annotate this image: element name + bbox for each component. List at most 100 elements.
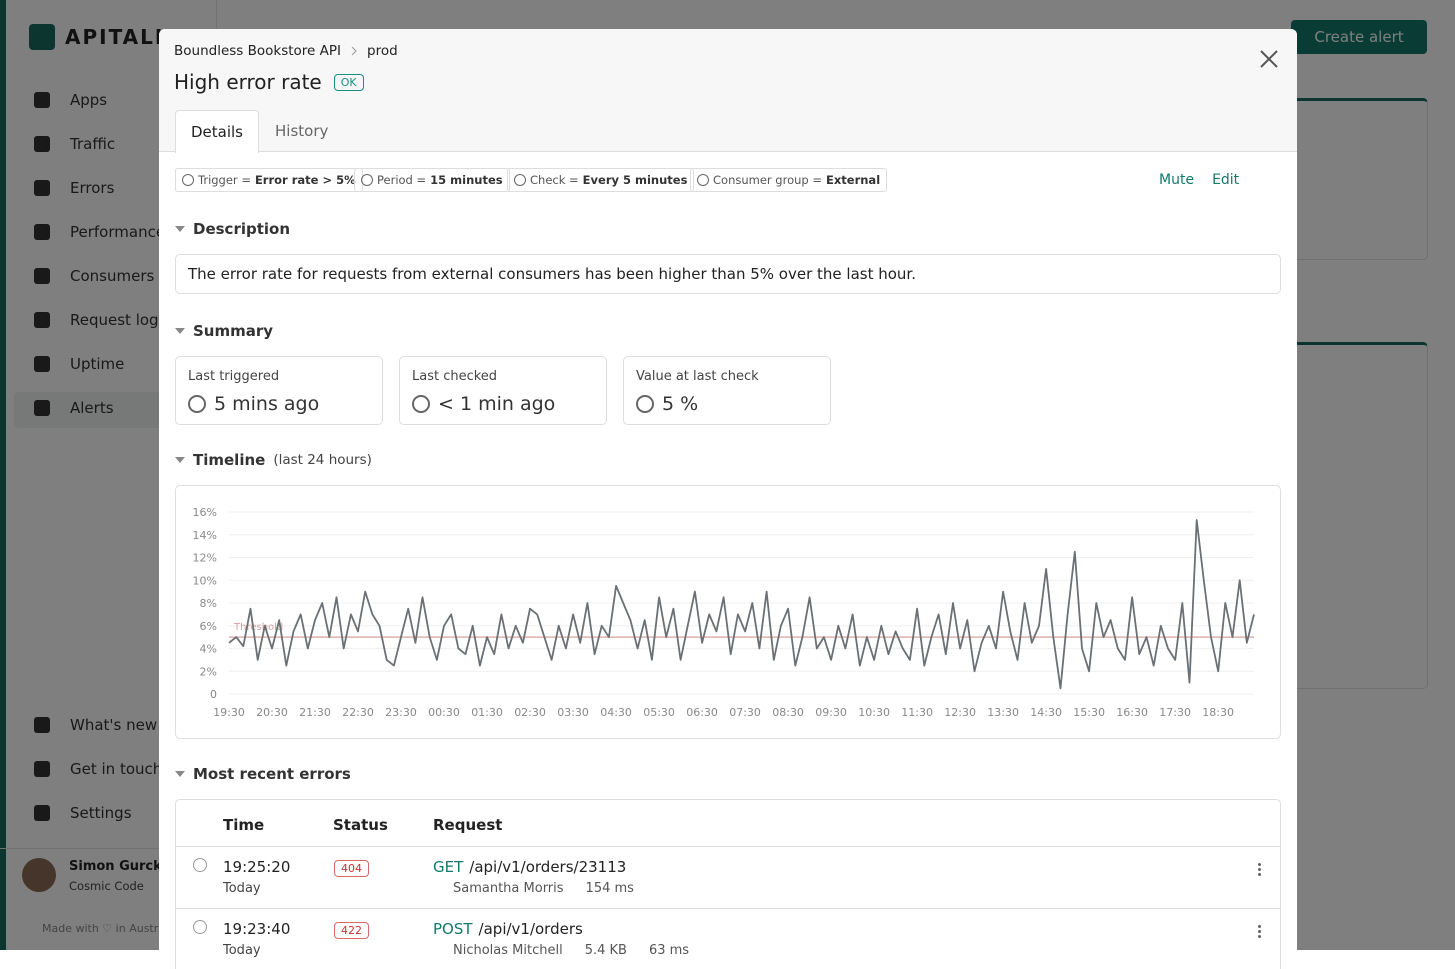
error-time: 19:23:40 xyxy=(223,920,291,938)
tab[interactable]: History xyxy=(275,122,329,140)
table-header: Request xyxy=(433,816,503,834)
section-heading[interactable]: Summary xyxy=(175,322,273,340)
x-tick-label: 03:30 xyxy=(557,706,589,719)
consumer: Nicholas Mitchell xyxy=(453,943,563,958)
chip-value: External xyxy=(826,173,881,187)
error-time: 19:25:20 xyxy=(223,858,291,876)
modal: Boundless Bookstore API prod High error … xyxy=(159,29,1297,969)
meta-item: 154 ms xyxy=(585,881,634,896)
x-tick-label: 10:30 xyxy=(858,706,890,719)
x-tick-label: 22:30 xyxy=(342,706,374,719)
request-meta: Samantha Morris 154 ms xyxy=(453,881,634,896)
clock-icon xyxy=(193,858,207,872)
row-menu[interactable] xyxy=(1258,863,1261,866)
x-tick-label: 17:30 xyxy=(1159,706,1191,719)
y-tick-label: 2% xyxy=(200,665,217,678)
table-header: Time xyxy=(223,816,265,834)
request[interactable]: GET/api/v1/orders/23113 xyxy=(433,858,626,876)
breadcrumb-item[interactable]: Boundless Bookstore API xyxy=(174,43,342,59)
summary-card: Value at last check 5 % xyxy=(623,356,831,425)
x-tick-label: 19:30 xyxy=(213,706,245,719)
x-tick-label: 00:30 xyxy=(428,706,460,719)
section-heading[interactable]: Most recent errors xyxy=(175,765,351,783)
chip-icon xyxy=(514,174,526,186)
x-tick-label: 11:30 xyxy=(901,706,933,719)
chip-icon xyxy=(182,174,194,186)
y-tick-label: 16% xyxy=(193,506,217,519)
divider xyxy=(176,908,1280,909)
x-tick-label: 20:30 xyxy=(256,706,288,719)
x-tick-label: 14:30 xyxy=(1030,706,1062,719)
card-value: 5 % xyxy=(636,393,698,415)
divider xyxy=(176,846,1280,847)
y-tick-label: 10% xyxy=(193,574,217,587)
x-tick-label: 21:30 xyxy=(299,706,331,719)
request-meta: Nicholas Mitchell 5.4 KB 63 ms xyxy=(453,943,689,958)
card-label: Last triggered xyxy=(188,369,280,384)
http-method: GET xyxy=(433,858,464,876)
y-tick-label: 0 xyxy=(210,688,217,701)
breadcrumb: Boundless Bookstore API prod xyxy=(174,43,398,59)
heading-text: Summary xyxy=(193,322,274,340)
edit-button[interactable]: Edit xyxy=(1212,172,1240,188)
consumer: Samantha Morris xyxy=(453,881,564,896)
y-tick-label: 4% xyxy=(200,643,217,656)
clock-icon xyxy=(193,920,207,934)
x-tick-label: 01:30 xyxy=(471,706,503,719)
x-tick-label: 23:30 xyxy=(385,706,417,719)
y-tick-label: 6% xyxy=(200,620,217,633)
card-icon xyxy=(188,395,206,413)
x-tick-label: 07:30 xyxy=(729,706,761,719)
request[interactable]: POST/api/v1/orders xyxy=(433,920,583,938)
x-tick-label: 08:30 xyxy=(772,706,804,719)
filter-chip: Period = 15 minutes xyxy=(354,168,510,192)
row-menu[interactable] xyxy=(1258,925,1261,928)
tab-active[interactable]: Details xyxy=(175,110,259,153)
table-header: Status xyxy=(333,816,388,834)
x-tick-label: 09:30 xyxy=(815,706,847,719)
card-icon xyxy=(412,395,430,413)
modal-title: High error rate xyxy=(174,70,322,94)
request-path: /api/v1/orders/23113 xyxy=(469,858,627,876)
title-row: High error rate OK xyxy=(174,70,364,94)
chip-icon xyxy=(361,174,373,186)
x-tick-label: 02:30 xyxy=(514,706,546,719)
modal-header xyxy=(159,29,1297,152)
chip-value: Error rate > 5% xyxy=(254,173,356,187)
close-button[interactable] xyxy=(1259,49,1279,69)
chart-box: 0 2% 4% 6% 8% 10% 12% 14% 16% 19:30 20:30 21:30 22:3… xyxy=(175,485,1281,739)
x-tick-label: 12:30 xyxy=(944,706,976,719)
card-value-text: 5 % xyxy=(662,393,699,415)
chip-icon xyxy=(697,174,709,186)
errors-table: Time Status Request 19:25:20 Today 404 GET/api… xyxy=(175,799,1281,969)
x-tick-label: 15:30 xyxy=(1073,706,1105,719)
card-value-text: 5 mins ago xyxy=(214,393,320,415)
http-method: POST xyxy=(433,920,473,938)
threshold-label: Threshold xyxy=(233,622,283,633)
line-series xyxy=(228,519,1255,690)
chart: 0 2% 4% 6% 8% 10% 12% 14% 16% 19:30 20:30 21:30 22:3… xyxy=(193,506,1255,719)
y-tick-label: 8% xyxy=(200,597,217,610)
breadcrumb-item[interactable]: prod xyxy=(367,43,398,59)
summary-card: Last checked < 1 min ago xyxy=(399,356,607,425)
card-label: Value at last check xyxy=(636,369,759,384)
filter-chip: Trigger = Error rate > 5% xyxy=(175,168,363,192)
error-day: Today xyxy=(223,943,261,958)
card-value-text: < 1 min ago xyxy=(438,393,556,415)
chip-label: Check = xyxy=(530,173,579,187)
status-badge: OK xyxy=(333,73,364,91)
description: The error rate for requests from externa… xyxy=(175,254,1281,294)
y-tick-label: 14% xyxy=(193,529,217,542)
card-icon xyxy=(636,395,654,413)
meta-item: 5.4 KB xyxy=(584,943,627,958)
section-heading[interactable]: Description xyxy=(175,220,290,238)
section-heading[interactable]: Timeline (last 24 hours) xyxy=(175,451,372,469)
heading-text: Timeline xyxy=(193,451,266,469)
x-tick-label: 16:30 xyxy=(1116,706,1148,719)
actions: Mute Edit xyxy=(1159,172,1239,188)
x-tick-label: 13:30 xyxy=(987,706,1019,719)
filter-chip: Consumer group = External xyxy=(690,168,888,192)
card-label: Last checked xyxy=(412,369,498,384)
mute-button[interactable]: Mute xyxy=(1159,172,1195,188)
meta-item: 63 ms xyxy=(648,943,690,958)
